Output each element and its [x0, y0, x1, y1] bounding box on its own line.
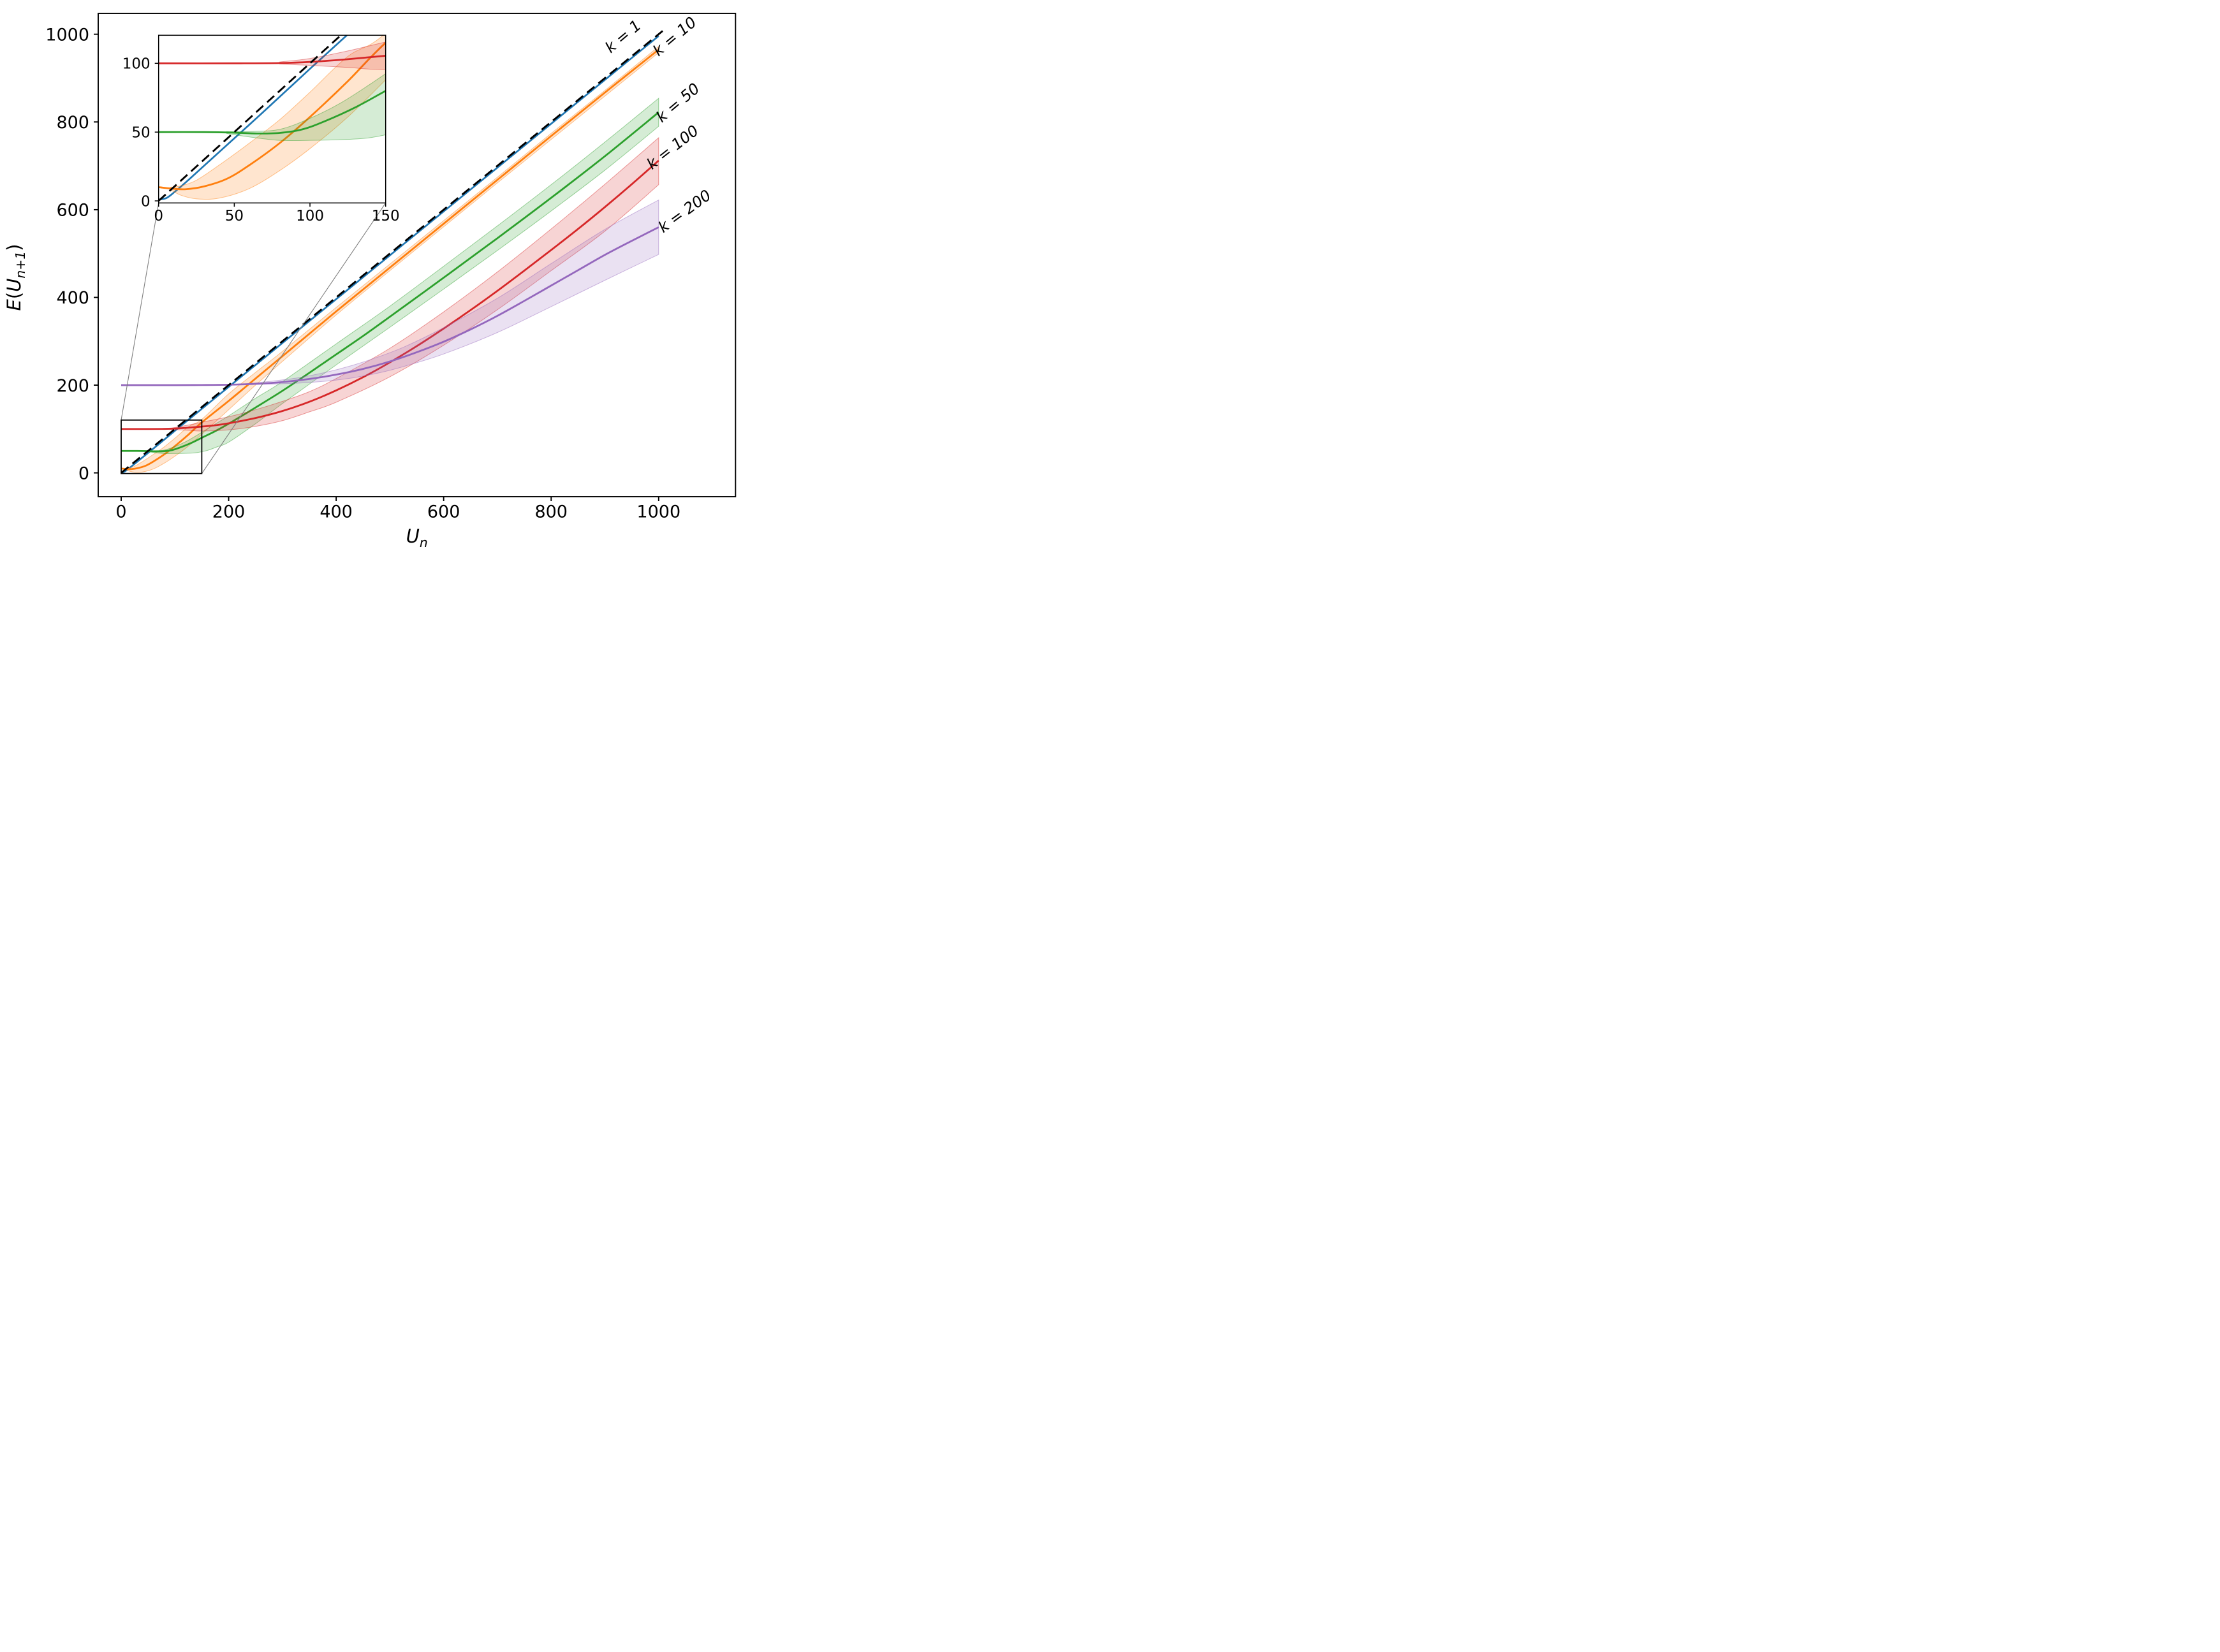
inset-axes-x-tick-label: 150	[372, 208, 400, 224]
main-axes-x-tick-label: 0	[115, 502, 126, 522]
inset-axes-y-tick-label: 100	[122, 56, 151, 73]
main-axes-y-tick-label: 800	[56, 113, 89, 133]
main-axes-spines	[98, 13, 737, 497]
main-plot-area	[121, 30, 664, 474]
zoom-connector-line	[201, 202, 386, 474]
figure-page: 0 200 400 600 800 1000 0 200 400 600 800 1000 Un E(Un…	[0, 0, 740, 551]
inset-axes-y-tick-label: 50	[131, 124, 150, 141]
series-k200-band	[244, 199, 659, 385]
inset-zoom-indicator	[121, 202, 386, 474]
inset-axes-x-tick-label: 0	[154, 208, 163, 224]
series-k100	[158, 41, 386, 70]
zoom-connector-line	[121, 203, 159, 420]
main-axes-x-tick-label: 800	[534, 502, 568, 522]
zoom-region-rect	[121, 419, 203, 474]
series-k50-band	[226, 73, 386, 142]
main-axes-y-tick-label: 1000	[45, 25, 89, 45]
y-axis-label: E(Un+1)	[3, 244, 28, 311]
series-k50-line	[158, 89, 386, 135]
series-k100-line	[158, 55, 386, 64]
series-k10-band	[125, 45, 659, 473]
series-k10-band	[170, 35, 386, 200]
main-axes-y-tick-label: 400	[56, 288, 89, 308]
y-axis-label-group: E(Un+1)	[3, 244, 28, 311]
inset-axes-frame: 0 50 100 150 0 50 100	[122, 34, 400, 224]
main-axes-x-tick-label: 200	[212, 502, 246, 522]
inset-axes-spines	[158, 34, 386, 204]
series-k50-line	[121, 112, 659, 453]
series-identity-line	[158, 35, 342, 202]
inset-axes-y-tick-label: 0	[141, 193, 151, 210]
main-axes-y-tick-label: 200	[56, 376, 89, 396]
inset-plot-area	[158, 35, 386, 202]
inset-axes-x-tick-label: 50	[225, 208, 244, 224]
series-k1	[121, 35, 659, 474]
series-k10	[121, 45, 659, 473]
main-axes-x-tick-label: 1000	[636, 502, 680, 522]
main-axes-x-tick-label: 400	[320, 502, 353, 522]
series-k100-line	[121, 159, 659, 430]
series-identity	[158, 35, 342, 202]
inset-axes-x-tick-label: 100	[296, 208, 324, 224]
main-axes-y-tick-label: 0	[78, 464, 89, 483]
series-k100	[121, 136, 659, 432]
series-k10-line	[158, 41, 386, 191]
series-k10	[158, 35, 386, 200]
main-axes-x-tick-label: 600	[427, 502, 460, 522]
series-k1	[158, 35, 348, 201]
line-chart-canvas: 0 200 400 600 800 100002004006008001000UnE(Un…	[0, 0, 740, 551]
x-axis-label: Un	[406, 525, 428, 550]
series-k50	[158, 73, 386, 142]
main-axes-y-tick-label: 600	[56, 201, 89, 221]
series-k1-line	[121, 35, 659, 474]
series-k10-line	[121, 48, 659, 471]
series-k1-line	[158, 35, 348, 201]
